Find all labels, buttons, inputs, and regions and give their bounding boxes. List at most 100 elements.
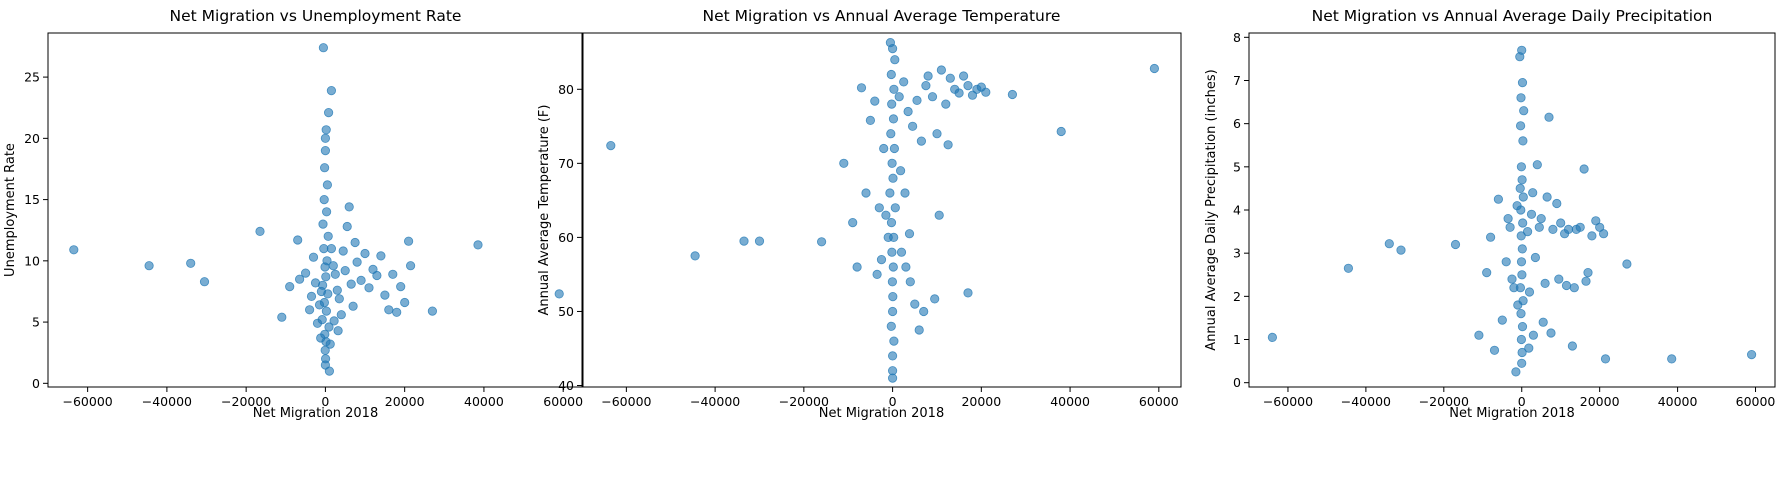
data-point — [894, 92, 904, 102]
data-point — [1516, 93, 1526, 103]
data-point — [326, 244, 336, 254]
data-point — [360, 248, 370, 259]
data-point — [317, 314, 327, 325]
data-point — [372, 270, 382, 281]
data-point — [1667, 354, 1677, 364]
data-point — [1546, 328, 1556, 338]
data-point — [405, 261, 416, 271]
data-point — [1544, 112, 1554, 122]
data-point — [927, 92, 938, 102]
data-point — [914, 325, 924, 335]
y-tick-label: 4 — [1233, 203, 1241, 218]
data-point — [690, 251, 700, 261]
y-axis-label: Annual Average Daily Precipitation (inch… — [1204, 69, 1219, 350]
data-point — [319, 244, 329, 254]
y-tick-label: 6 — [1233, 116, 1241, 131]
chart-unemployment: Net Migration vs Unemployment Rate Net M… — [3, 7, 584, 421]
data-point — [320, 146, 330, 156]
x-tick-label: −60000 — [63, 394, 113, 409]
data-point — [1548, 224, 1558, 234]
plot-frame — [581, 32, 1182, 388]
data-point — [1569, 283, 1579, 293]
chart-temperature: Net Migration vs Annual Average Temperat… — [537, 7, 1182, 421]
data-point — [321, 125, 331, 135]
data-point — [144, 261, 154, 271]
data-point — [1528, 188, 1538, 198]
data-point — [1343, 263, 1354, 273]
data-point — [1524, 343, 1534, 353]
data-point — [328, 261, 338, 271]
data-point — [916, 136, 927, 146]
data-point — [889, 84, 899, 94]
y-tick-label: 3 — [1233, 246, 1241, 261]
data-point — [306, 291, 317, 301]
data-point — [1534, 222, 1544, 232]
data-point — [1396, 245, 1406, 255]
data-point — [1517, 347, 1527, 358]
data-point — [1542, 192, 1552, 202]
y-tick-label: 7 — [1233, 73, 1241, 88]
data-point — [318, 219, 328, 229]
x-axis-label: Net Migration 2018 — [1449, 406, 1574, 421]
data-point — [887, 158, 897, 168]
data-point — [889, 336, 899, 346]
data-point — [887, 306, 898, 317]
data-point — [887, 43, 898, 54]
data-point — [400, 297, 410, 308]
data-point — [1474, 330, 1484, 340]
data-point — [69, 245, 79, 255]
data-point — [888, 262, 898, 272]
data-point — [316, 333, 326, 343]
data-point — [326, 86, 336, 96]
data-point — [889, 232, 899, 242]
x-tick-label: 60000 — [1736, 394, 1776, 409]
data-point — [1563, 224, 1574, 234]
data-point — [1493, 194, 1504, 204]
data-point — [321, 207, 332, 217]
data-point — [300, 268, 311, 278]
data-point — [1267, 332, 1278, 342]
data-point — [1516, 334, 1527, 345]
data-point — [340, 265, 350, 276]
chart-title: Net Migration vs Annual Average Temperat… — [703, 7, 1061, 25]
data-point — [923, 71, 933, 81]
data-point — [1505, 222, 1515, 232]
data-point — [1561, 280, 1572, 291]
data-point — [1450, 239, 1461, 250]
data-point — [1622, 259, 1632, 269]
data-point — [554, 289, 564, 299]
data-point — [887, 373, 898, 383]
data-point — [1501, 257, 1511, 267]
data-point — [888, 291, 898, 302]
data-point — [321, 272, 331, 282]
data-point — [1515, 52, 1525, 62]
x-tick-label: 60000 — [1139, 394, 1179, 409]
data-point — [1503, 214, 1513, 224]
data-point — [1518, 192, 1528, 202]
data-point — [1579, 164, 1589, 174]
data-point — [876, 255, 887, 265]
data-point — [981, 87, 991, 97]
data-point — [320, 133, 330, 143]
data-point — [886, 129, 896, 139]
data-point — [912, 95, 922, 106]
data-point — [336, 310, 346, 320]
data-point — [1149, 63, 1160, 74]
y-axis-label: Unemployment Rate — [3, 143, 18, 277]
data-point — [1517, 175, 1527, 185]
data-point — [887, 277, 898, 287]
data-point — [1518, 296, 1528, 306]
y-tick-label: 0 — [1233, 375, 1241, 390]
data-point — [954, 88, 964, 98]
data-point — [320, 262, 330, 272]
data-point — [1482, 267, 1492, 278]
plot-frame — [1248, 32, 1776, 388]
data-point — [322, 180, 332, 190]
y-tick-label: 60 — [558, 230, 574, 245]
data-point — [1507, 274, 1517, 284]
data-point — [388, 269, 398, 279]
data-point — [886, 218, 897, 228]
y-tick-label: 1 — [1233, 332, 1241, 347]
data-point — [1575, 222, 1585, 232]
data-point — [1581, 276, 1591, 286]
